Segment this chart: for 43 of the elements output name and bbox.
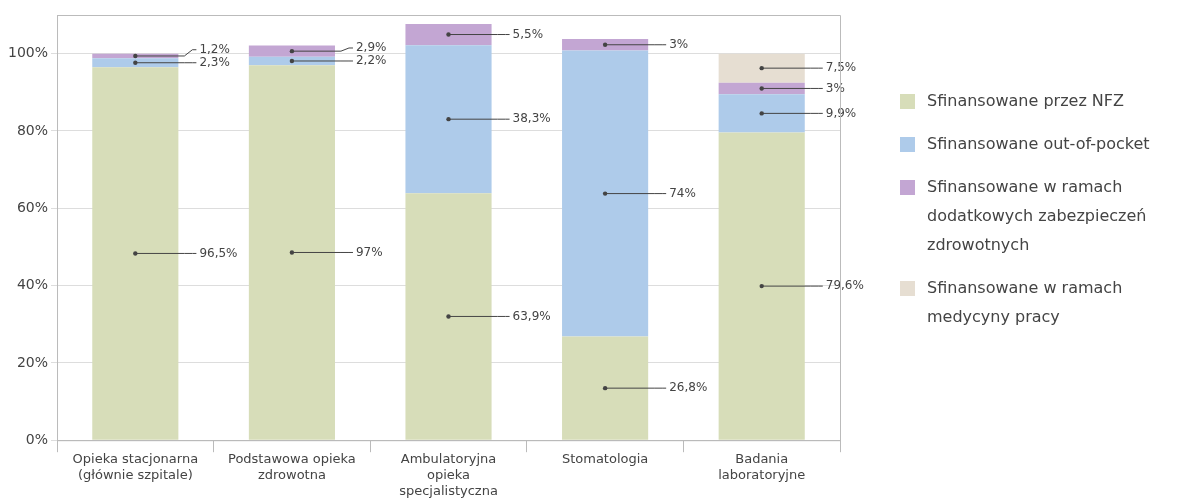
- data-label: 97%: [355, 244, 383, 259]
- x-tick-label: Ambulatoryjna opieka specjalistyczna: [399, 451, 498, 498]
- data-label: 3%: [669, 36, 689, 51]
- data-label: 2,2%: [355, 53, 387, 68]
- legend-label: Sfinansowane w ramach dodatkowych zabezpieczeń zdrowotnych: [927, 176, 1148, 256]
- data-label: 26,8%: [669, 380, 708, 395]
- legend-label: Sfinansowane out-of-pocket: [927, 133, 1150, 155]
- data-label: 79,6%: [825, 278, 864, 293]
- legend-label: Sfinansowane przez NFZ: [927, 90, 1124, 112]
- bar: [718, 132, 805, 440]
- y-tick-label: 40%: [16, 276, 49, 293]
- y-tick-label: 100%: [7, 44, 49, 61]
- bar: [248, 45, 335, 57]
- bar: [405, 193, 492, 440]
- legend-label: Sfinansowane w ramach medycyny pracy: [927, 277, 1124, 328]
- data-label: 9,9%: [825, 105, 857, 120]
- y-tick-label: 80%: [16, 121, 49, 138]
- data-label: 7,5%: [825, 60, 857, 75]
- data-label: 2,3%: [199, 54, 230, 69]
- data-label: 96,5%: [199, 245, 238, 260]
- bar: [718, 82, 805, 95]
- data-label: 2,9%: [355, 40, 387, 55]
- y-tick-label: 0%: [25, 430, 49, 447]
- bar: [562, 38, 649, 51]
- bar: [718, 94, 805, 133]
- x-tick-label: Stomatologia: [561, 451, 649, 467]
- data-label: 74%: [669, 185, 696, 200]
- bar: [248, 65, 335, 440]
- y-tick-label: 20%: [16, 353, 49, 370]
- data-label: 63,9%: [512, 308, 551, 323]
- data-label: 38,3%: [512, 111, 551, 126]
- bar: [92, 67, 179, 440]
- data-label: 5,5%: [512, 26, 544, 41]
- bar: [405, 45, 492, 194]
- bar: [405, 23, 492, 46]
- bar: [562, 336, 649, 440]
- bar: [92, 58, 179, 68]
- x-tick-label: Podstawowa opieka zdrowotna: [228, 451, 356, 482]
- data-label: 1,2%: [199, 41, 230, 56]
- x-tick-label: Opieka stacjonarna (głównie szpitale): [72, 451, 199, 482]
- x-tick-label: Badania laboratoryjne: [718, 451, 806, 482]
- y-tick-label: 60%: [16, 198, 49, 215]
- bar: [562, 50, 649, 337]
